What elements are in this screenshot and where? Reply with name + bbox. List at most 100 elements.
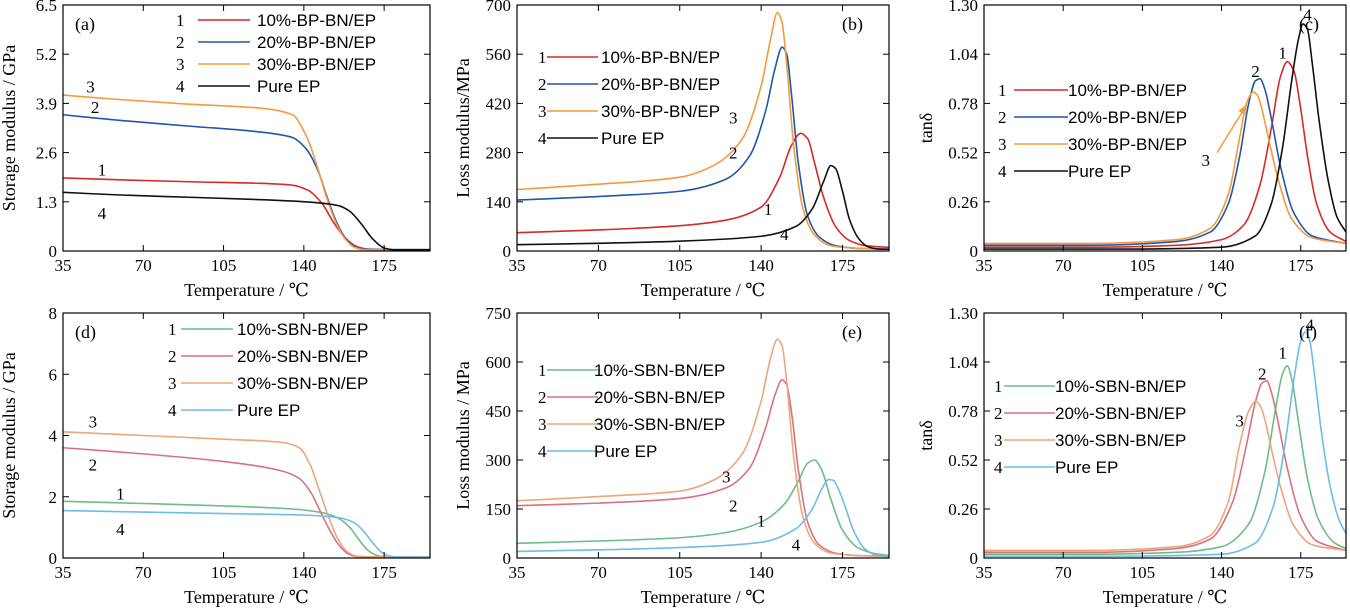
legend-label: 30%-SBN-BN/EP — [594, 415, 725, 434]
plot-frame — [62, 4, 431, 252]
legend-number: 2 — [998, 108, 1007, 127]
legend-number: 1 — [176, 11, 185, 30]
x-tick-label: 175 — [830, 563, 856, 582]
curve-label: 4 — [1306, 315, 1315, 334]
x-axis-title: Temperature / ℃ — [641, 280, 766, 300]
x-tick-label: 35 — [509, 563, 526, 582]
series-line-2 — [517, 46, 889, 251]
curve-label: 1 — [116, 485, 125, 504]
legend-number: 4 — [998, 162, 1007, 181]
plot-frame — [983, 4, 1347, 252]
y-tick-label: 6.5 — [36, 0, 57, 15]
plot-frame — [516, 4, 890, 252]
y-tick-label: 1.3 — [36, 193, 57, 212]
y-axis-title: Loss modulus/MPa — [453, 58, 473, 198]
legend-number: 3 — [168, 374, 177, 393]
panel-label: (e) — [842, 322, 862, 343]
x-tick-label: 105 — [667, 563, 693, 582]
series-line-3 — [517, 11, 889, 251]
x-axis-title: Temperature / ℃ — [184, 280, 309, 300]
x-tick-label: 70 — [135, 563, 152, 582]
x-axis-title: Temperature / ℃ — [184, 587, 309, 607]
x-tick-label: 175 — [371, 256, 397, 275]
y-tick-label: 700 — [486, 0, 512, 15]
panel-c: 35 70 105 140 175 0 0.26 0.52 0.78 1.04 1.30 Temper… — [916, 0, 1347, 300]
legend: 1 10%-SBN-BN/EP 2 20%-SBN-BN/EP 3 30%-SBN-BN/… — [538, 361, 725, 461]
legend-label: 10%-SBN-BN/EP — [237, 320, 368, 339]
x-tick-label: 175 — [371, 563, 397, 582]
legend-number: 4 — [168, 401, 177, 420]
panel-e: 35 70 105 140 175 0 150 300 450 600 750 Temperature… — [453, 304, 890, 607]
curve-label: 4 — [792, 535, 801, 554]
y-tick-label: 420 — [486, 94, 512, 113]
y-axis-title: tanδ — [916, 113, 936, 143]
legend-label: Pure EP — [1055, 458, 1118, 477]
legend-label: Pure EP — [237, 401, 300, 420]
x-tick-label: 105 — [1130, 563, 1156, 582]
legend-number: 4 — [538, 129, 547, 148]
legend: 1 10%-SBN-BN/EP 2 20%-SBN-BN/EP 3 30%-SBN-BN/… — [168, 320, 368, 420]
x-tick-label: 35 — [55, 563, 72, 582]
curve-label: 1 — [98, 161, 107, 180]
x-tick-label: 105 — [1130, 256, 1156, 275]
legend-label: 20%-BP-BN/EP — [601, 75, 720, 94]
legend-label: Pure EP — [594, 442, 657, 461]
legend-number: 2 — [538, 388, 547, 407]
legend-number: 2 — [538, 75, 547, 94]
y-tick-label: 3.9 — [36, 94, 57, 113]
y-tick-label: 1.04 — [948, 45, 978, 64]
curve-label: 2 — [729, 144, 738, 163]
curve-label: 2 — [729, 497, 738, 516]
series-line-2 — [517, 379, 889, 558]
curve-label: 3 — [86, 77, 95, 96]
legend: 1 10%-SBN-BN/EP 2 20%-SBN-BN/EP 3 30%-SBN-BN/… — [994, 377, 1186, 477]
legend-number: 3 — [998, 135, 1007, 154]
series-line-1 — [517, 132, 889, 249]
legend-number: 3 — [538, 102, 547, 121]
series-line-3 — [984, 91, 1346, 245]
x-tick-label: 35 — [976, 563, 993, 582]
curve-label: 4 — [98, 204, 107, 223]
panel-label: (c) — [1299, 14, 1319, 35]
x-tick-label: 35 — [55, 256, 72, 275]
legend-number: 4 — [538, 442, 547, 461]
pointer-arrow — [1216, 104, 1248, 153]
x-tick-label: 140 — [291, 256, 317, 275]
legend-number: 3 — [538, 415, 547, 434]
series-group — [517, 11, 889, 251]
panel-label: (b) — [842, 14, 863, 35]
legend-label: 20%-SBN-BN/EP — [1055, 404, 1186, 423]
curve-label: 1 — [1278, 344, 1287, 363]
x-tick-label: 140 — [1209, 563, 1235, 582]
y-tick-label: 1.04 — [948, 353, 978, 372]
series-group — [984, 23, 1346, 250]
legend-number: 3 — [994, 431, 1003, 450]
panel-f: 35 70 105 140 175 0 0.26 0.52 0.78 1.04 1.30 Temper… — [916, 304, 1347, 607]
series-line-3 — [517, 338, 889, 558]
panel-d: 35 70 105 140 175 0 2 4 6 8 Temperature / ℃ Storage… — [0, 304, 431, 607]
series-group — [984, 331, 1346, 557]
panel-a: 35 70 105 140 175 0 1.3 2.6 3.9 5.2 6.5 Temperature… — [0, 0, 431, 300]
y-tick-label: 2.6 — [36, 144, 57, 163]
legend: 1 10%-BP-BN/EP 2 20%-BP-BN/EP 3 30%-BP-BN/EP 4… — [176, 11, 376, 96]
legend-number: 1 — [538, 361, 547, 380]
y-tick-label: 0.26 — [948, 193, 978, 212]
legend-label: 30%-SBN-BN/EP — [237, 374, 368, 393]
y-tick-label: 0.78 — [948, 94, 978, 113]
y-tick-label: 0 — [503, 242, 512, 261]
y-tick-label: 5.2 — [36, 45, 57, 64]
legend-label: 30%-BP-BN/EP — [257, 55, 376, 74]
legend-label: 30%-SBN-BN/EP — [1055, 431, 1186, 450]
curve-label: 3 — [722, 467, 731, 486]
y-tick-label: 0 — [49, 549, 58, 568]
y-tick-label: 560 — [486, 45, 512, 64]
y-tick-label: 0.26 — [948, 500, 978, 519]
series-line-3 — [63, 94, 430, 251]
legend-number: 1 — [994, 377, 1003, 396]
curve-label: 2 — [1251, 62, 1260, 81]
curve-label: 4 — [780, 225, 789, 244]
y-tick-label: 0 — [970, 242, 979, 261]
legend-number: 1 — [168, 320, 177, 339]
x-tick-label: 140 — [748, 563, 774, 582]
